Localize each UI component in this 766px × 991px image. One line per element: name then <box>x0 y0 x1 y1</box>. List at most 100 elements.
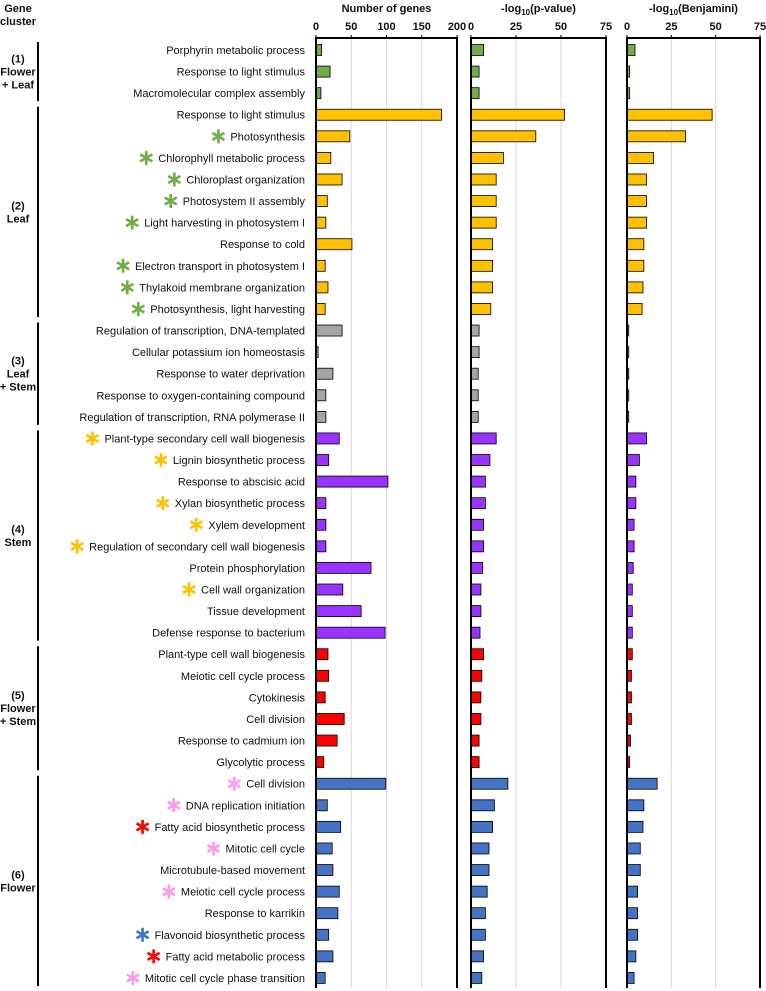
bar <box>470 799 495 812</box>
bar <box>315 432 340 445</box>
bar <box>315 713 345 725</box>
asterisk <box>206 841 221 856</box>
cluster-label: Stem <box>5 537 32 549</box>
bar <box>470 259 494 272</box>
bar <box>626 475 637 488</box>
bar <box>315 648 329 661</box>
asterisk <box>154 453 168 468</box>
asterisk <box>182 582 196 597</box>
bar <box>470 562 484 574</box>
cluster-label: + Leaf <box>2 80 34 92</box>
bar <box>626 303 643 315</box>
bar <box>626 173 647 186</box>
bar <box>315 799 328 812</box>
bar <box>315 216 327 229</box>
category-label: Fatty acid metabolic process <box>166 951 306 963</box>
bar <box>470 756 480 769</box>
category-label: Flavonoid biosynthetic process <box>155 930 306 942</box>
category-label: Response to abscisic acid <box>178 477 305 489</box>
title-part: (p-value) <box>530 3 576 15</box>
category-label: Porphyrin metabolic process <box>166 45 305 57</box>
bar <box>315 259 326 272</box>
cluster-label: (4) <box>11 524 25 536</box>
asterisk <box>211 129 226 144</box>
bar <box>626 820 644 833</box>
bar <box>626 540 635 553</box>
x-tick-label: 25 <box>665 21 677 33</box>
x-tick-label: 150 <box>413 21 431 33</box>
row-header: cluster <box>0 16 37 28</box>
cluster-label: Leaf <box>7 213 30 225</box>
asterisk <box>227 776 242 791</box>
bar <box>470 44 485 56</box>
category-label: Lignin biosynthetic process <box>173 455 306 467</box>
bar <box>470 108 565 121</box>
bar <box>626 130 686 143</box>
bar <box>315 907 339 920</box>
bar <box>470 950 485 963</box>
bar <box>315 885 340 898</box>
cluster-label: + Stem <box>0 382 36 394</box>
bar <box>315 756 325 769</box>
cluster-label: + Stem <box>0 716 36 728</box>
bar <box>315 108 442 121</box>
bar <box>470 238 494 251</box>
bar <box>470 713 482 725</box>
cluster-label: Leaf <box>7 369 30 381</box>
bar <box>315 820 342 833</box>
cluster-label: (5) <box>11 690 25 702</box>
category-label: Response to light stimulus <box>177 110 306 122</box>
bar <box>470 432 497 445</box>
asterisk <box>167 798 181 813</box>
bar <box>315 410 327 423</box>
asterisk <box>162 884 176 899</box>
bar <box>626 950 637 963</box>
x-tick-label: 100 <box>377 21 395 33</box>
category-label: Cell division <box>246 779 305 791</box>
panel-title: -log10(p-value) <box>501 3 576 17</box>
category-label: Response to cold <box>220 239 305 251</box>
bar <box>315 562 372 574</box>
asterisk <box>189 517 204 532</box>
category-label: Cytokinesis <box>249 692 306 704</box>
category-label: Cellular potassium ion homeostasis <box>132 347 306 359</box>
bar <box>315 950 334 963</box>
bar <box>315 777 387 790</box>
category-label: Protein phosphorylation <box>189 563 305 575</box>
bar <box>315 367 334 380</box>
bar <box>470 972 483 984</box>
category-label: Chloroplast organization <box>186 174 305 186</box>
category-label: Chlorophyll metabolic process <box>158 153 305 165</box>
bar <box>315 605 362 617</box>
title-part: Number of genes <box>342 3 432 15</box>
bar <box>315 669 330 682</box>
bar <box>626 151 655 164</box>
bar <box>315 173 343 186</box>
bar <box>470 389 479 402</box>
bar <box>626 44 636 56</box>
x-tick-label: 0 <box>313 21 319 33</box>
bar <box>626 928 639 941</box>
bar <box>626 907 639 920</box>
panel-title: Number of genes <box>342 3 432 15</box>
category-label: Meiotic cell cycle process <box>181 887 306 899</box>
cluster-label: (6) <box>11 869 25 881</box>
title-part: 10 <box>669 8 678 17</box>
cluster-label: (1) <box>11 54 25 66</box>
category-label: Mitotic cell cycle <box>226 843 305 855</box>
bar <box>315 583 344 596</box>
category-label: Plant-type secondary cell wall biogenesi… <box>104 433 305 445</box>
x-tick-label: 0 <box>624 21 630 33</box>
category-label: Xylan biosynthetic process <box>175 498 306 510</box>
x-tick-label: 50 <box>555 21 567 33</box>
bar <box>470 367 479 380</box>
bar <box>470 626 481 639</box>
bar <box>315 626 386 639</box>
category-label: Regulation of transcription, RNA polymer… <box>79 412 305 424</box>
bar <box>315 497 327 510</box>
x-tick-label: 75 <box>754 21 766 33</box>
bar <box>470 281 494 294</box>
bar <box>470 885 488 898</box>
asterisk <box>146 949 161 964</box>
bar <box>470 497 486 510</box>
